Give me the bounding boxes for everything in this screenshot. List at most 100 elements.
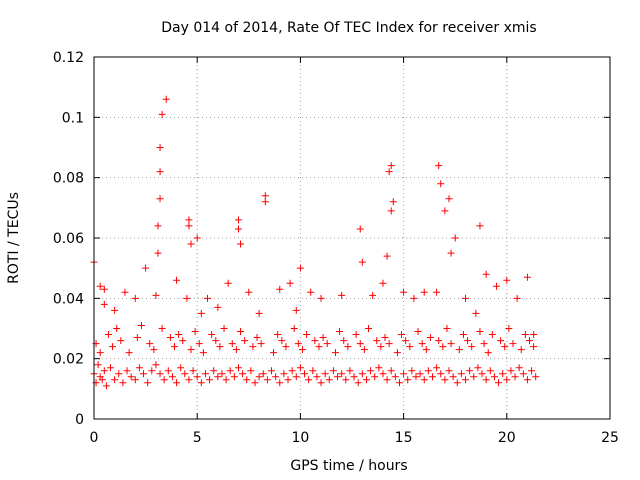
data-point [515, 364, 523, 372]
data-point [255, 309, 263, 317]
data-point [433, 288, 441, 296]
data-point [296, 264, 304, 272]
data-point [393, 349, 401, 357]
x-tick-label: 15 [395, 430, 413, 446]
data-point [447, 249, 455, 257]
data-point [526, 337, 534, 345]
data-point [199, 349, 207, 357]
data-point [480, 340, 488, 348]
data-point [325, 376, 333, 384]
data-point [243, 376, 251, 384]
data-point [375, 364, 383, 372]
data-point [100, 300, 108, 308]
data-point [276, 379, 284, 387]
data-point [288, 367, 296, 375]
data-point [437, 370, 445, 378]
data-point [220, 325, 228, 332]
data-point [342, 376, 350, 384]
data-point [387, 367, 395, 375]
data-point [484, 349, 492, 357]
data-point [517, 346, 525, 354]
y-tick-label: 0.08 [53, 171, 84, 187]
x-tick-label: 25 [601, 430, 619, 446]
data-point [232, 346, 240, 354]
data-point [338, 291, 346, 299]
data-point [142, 264, 150, 272]
data-point [152, 361, 160, 369]
data-point [400, 370, 408, 378]
data-point [104, 331, 112, 339]
data-point [331, 349, 339, 357]
data-point [173, 276, 181, 284]
data-point [482, 376, 490, 384]
data-point [117, 337, 125, 345]
data-point [459, 331, 467, 339]
data-point [472, 309, 480, 317]
data-point [447, 340, 455, 348]
data-point [420, 376, 428, 384]
data-point [107, 364, 115, 372]
data-point [371, 373, 379, 381]
data-point [453, 379, 461, 387]
data-point [523, 273, 531, 281]
data-point [137, 321, 145, 329]
data-point [305, 376, 313, 384]
data-point [158, 110, 166, 118]
data-point [183, 294, 191, 302]
data-point [317, 379, 325, 387]
data-point [226, 367, 234, 375]
data-point [133, 334, 141, 342]
data-point [466, 367, 474, 375]
data-point [389, 198, 397, 206]
data-point [441, 376, 449, 384]
data-point [412, 373, 420, 381]
data-point [476, 222, 484, 230]
data-point [503, 376, 511, 384]
data-point [387, 207, 395, 215]
data-point [410, 294, 418, 302]
data-point [131, 294, 139, 302]
data-point [123, 367, 131, 375]
data-point [437, 180, 445, 188]
data-point [391, 373, 399, 381]
x-tick-label: 0 [90, 430, 99, 446]
grid-layer [94, 57, 610, 419]
data-point [329, 367, 337, 375]
data-point [492, 282, 500, 290]
data-point [495, 379, 503, 387]
data-point [208, 331, 216, 339]
data-point [336, 328, 344, 336]
data-point [416, 370, 424, 378]
data-point [140, 370, 148, 378]
data-point [257, 340, 265, 348]
data-point [234, 364, 242, 372]
data-point [185, 222, 193, 230]
data-point [435, 162, 443, 170]
data-point [270, 349, 278, 357]
data-point [395, 379, 403, 387]
data-point [362, 376, 370, 384]
data-point [468, 343, 476, 351]
data-point [323, 340, 331, 348]
data-point [379, 370, 387, 378]
data-point [420, 288, 428, 296]
data-point [354, 379, 362, 387]
data-point [307, 288, 315, 296]
data-point [309, 367, 317, 375]
data-point [154, 249, 162, 257]
data-point [476, 328, 484, 336]
data-point [426, 334, 434, 342]
data-point [234, 225, 242, 233]
data-point [146, 340, 154, 348]
data-point [237, 328, 245, 336]
data-point [439, 343, 447, 351]
data-point [404, 376, 412, 384]
chart-title: Day 014 of 2014, Rate Of TEC Index for r… [161, 20, 536, 36]
data-point [360, 346, 368, 354]
x-axis-label: GPS time / hours [290, 458, 407, 474]
data-point [284, 376, 292, 384]
data-point [358, 370, 366, 378]
data-point [455, 346, 463, 354]
data-point [222, 376, 230, 384]
